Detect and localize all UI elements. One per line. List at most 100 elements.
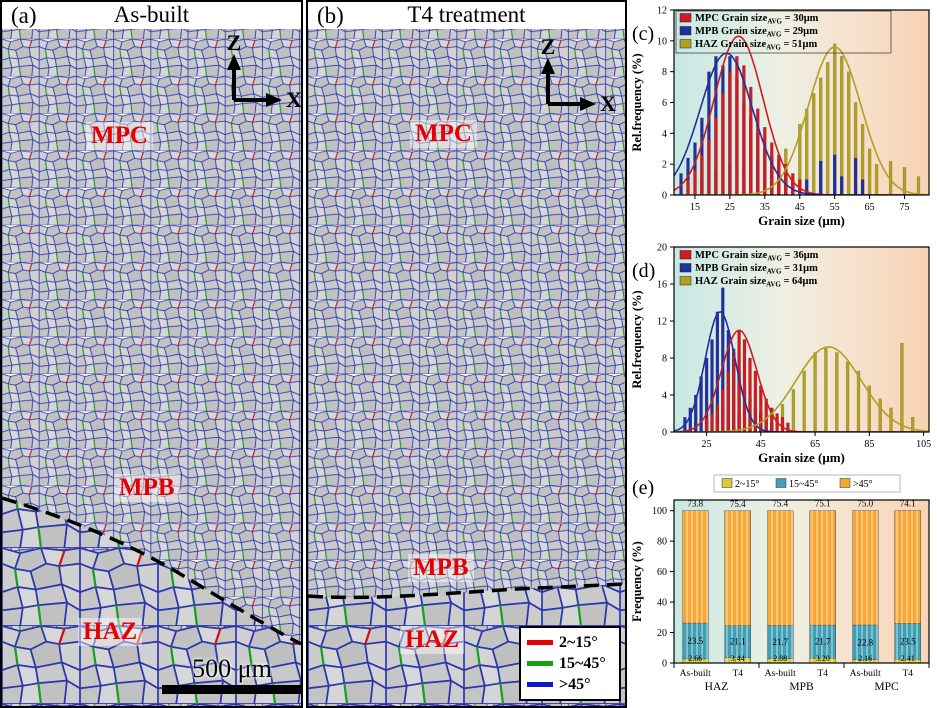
x-axis-label: Grain size (μm)	[758, 450, 845, 465]
x-tick-label: 65	[810, 439, 820, 450]
region-label-mpc: MPC	[86, 122, 153, 150]
legend-label: 15~45°	[559, 654, 606, 672]
region-label-mpc: MPC	[410, 120, 477, 148]
y-tick-label: 40	[657, 598, 667, 609]
bottom-value-label: 2.88	[773, 654, 787, 663]
y-tick-label: 0	[662, 428, 667, 439]
y-tick-label: 8	[662, 67, 667, 78]
legend-label: >45°	[559, 675, 591, 693]
group-label: MPB	[789, 681, 814, 693]
top-value-label: 74.1	[900, 499, 916, 509]
y-axis-label: Frequency (%)	[630, 541, 644, 622]
y-tick-label: 20	[657, 628, 667, 639]
legend-entry: MPB Grain sizeAVG = 31μm	[695, 263, 818, 276]
x-tick-label: 15	[690, 202, 700, 213]
bottom-value-label: 2.66	[688, 654, 702, 663]
scale-bar-text: 500 μm	[192, 654, 272, 683]
title-band	[308, 2, 625, 29]
plot-background	[674, 500, 929, 663]
x-tick-label: 85	[864, 439, 874, 450]
fit-curve	[674, 52, 929, 195]
y-tick-label: 100	[652, 506, 667, 517]
panel-b-title: T4 treatment	[407, 2, 526, 27]
legend-entry: HAZ Grain sizeAVG = 64μm	[695, 276, 818, 289]
panel-b-micrograph-t4: T4 treatment (b) Z X MPC MPB HAZ 2~15° 1…	[306, 0, 627, 708]
group-label: HAZ	[705, 681, 729, 693]
top-value-label: 75.4	[772, 499, 788, 509]
x-axis-label: Grain size (μm)	[758, 213, 845, 228]
x-tick-label: 25	[702, 439, 712, 450]
fit-curve	[674, 46, 929, 195]
y-axis-label: Rel.frequency (%)	[630, 53, 644, 151]
legend-swatch	[775, 478, 787, 488]
fit-curve	[674, 35, 929, 195]
x-tick-label: 75	[900, 202, 910, 213]
right-arrow-icon	[580, 97, 596, 111]
bars-MPC	[686, 56, 802, 195]
title-band	[2, 2, 301, 29]
legend-swatch	[679, 13, 692, 23]
bar-stripes-overlay	[767, 510, 794, 663]
region-label-mpb: MPB	[408, 554, 474, 582]
y-tick-label: 12	[657, 6, 667, 17]
plot-frame	[673, 246, 930, 433]
y-tick-label: 10	[657, 36, 667, 47]
haz-boundary-dashed-line	[308, 582, 625, 600]
z-axis-letter: Z	[541, 38, 556, 59]
up-arrow-icon	[227, 54, 241, 70]
x-tick-label: 45	[795, 202, 805, 213]
x-tick-label: 105	[916, 439, 931, 450]
haz-boundary-dashed-line	[2, 496, 301, 646]
x-axis-letter: X	[600, 91, 616, 116]
red-line-swatch	[527, 640, 553, 645]
misorientation-legend: 2~15° 15~45° >45°	[519, 626, 621, 701]
bottom-value-label: 3.44	[731, 654, 745, 663]
x-axis-letter: X	[286, 87, 302, 112]
bar-x-label: As-built	[765, 669, 797, 679]
legend-entry: MPB Grain sizeAVG = 29μm	[695, 26, 818, 39]
bottom-value-label: 2.16	[858, 654, 872, 663]
mid-value-label: 21.7	[815, 637, 831, 647]
region-label-haz: HAZ	[400, 626, 465, 654]
legend-swatch	[679, 39, 692, 49]
legend-swatch	[679, 263, 692, 273]
mid-value-label: 21.1	[730, 637, 746, 647]
legend-row: 15~45°	[527, 653, 613, 674]
bar-x-label: As-built	[850, 669, 882, 679]
bottom-value-label: 2.41	[901, 654, 915, 663]
bar-x-label: T4	[817, 669, 828, 679]
misorientation-frequency-stacked-bar: 0 20 40 60 80 100 73.8 23.5 2.66 As-built 75.4 21.1…	[630, 474, 930, 693]
fit-curve	[674, 311, 929, 432]
legend-box	[713, 474, 901, 493]
y-tick-label: 16	[657, 280, 667, 291]
y-axis-label: Rel.frequency (%)	[630, 290, 644, 388]
y-tick-label: 6	[662, 98, 667, 109]
z-axis-letter: Z	[227, 34, 242, 55]
bottom-value-label: 3.20	[816, 654, 830, 663]
bar-x-label: As-built	[680, 669, 712, 679]
top-value-label: 75.0	[857, 499, 873, 509]
panel-a-micrograph-asbuilt: As-built (a) Z X MPC MPB HAZ 500 μm	[0, 0, 303, 708]
bar-stripes-overlay	[852, 510, 879, 663]
scale-bar-line	[162, 685, 302, 694]
legend-box	[675, 10, 892, 54]
scale-bar: 500 μm	[162, 654, 302, 694]
panel-a-title: As-built	[113, 2, 190, 27]
bar-stripes-overlay	[894, 510, 921, 663]
legend-row: 2~15°	[527, 632, 613, 653]
bar-stripes-overlay	[682, 510, 709, 663]
top-value-label: 75.4	[730, 499, 746, 509]
group-label: MPC	[874, 681, 899, 693]
green-line-swatch	[527, 661, 553, 666]
mid-value-label: 23.5	[687, 636, 703, 646]
plot-area	[674, 35, 929, 195]
panel-label: (e)	[632, 477, 654, 499]
legend-swatch	[679, 26, 692, 36]
x-tick-label: 55	[830, 202, 840, 213]
legend-entry: MPC Grain sizeAVG = 36μm	[695, 250, 819, 263]
legend-entry: 15~45°	[789, 479, 818, 490]
legend-swatch	[721, 478, 733, 488]
y-tick-label: 60	[657, 567, 667, 578]
region-label-mpb: MPB	[114, 474, 180, 502]
legend-swatch	[679, 250, 692, 260]
